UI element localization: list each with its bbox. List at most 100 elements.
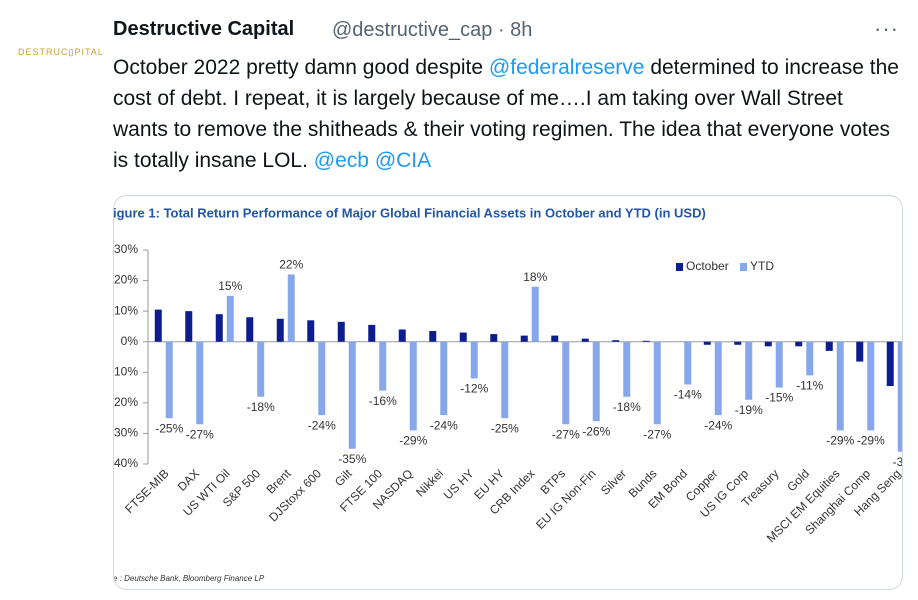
bar — [276, 318, 284, 342]
bar — [337, 321, 345, 342]
bar — [836, 341, 844, 431]
bar — [581, 338, 589, 342]
bar — [856, 341, 864, 362]
bar — [806, 341, 814, 376]
bar — [703, 341, 711, 345]
bar — [562, 341, 570, 425]
y-tick-label: 0% — [121, 334, 139, 348]
bar — [775, 341, 783, 388]
bar — [501, 341, 509, 419]
bar — [490, 334, 498, 342]
value-label: -11% — [796, 379, 823, 393]
value-label: -29% — [857, 434, 885, 448]
bar — [520, 335, 528, 342]
bar — [215, 314, 223, 342]
legend-label: October — [686, 259, 729, 273]
bar — [429, 331, 437, 342]
value-label: 15% — [218, 279, 242, 293]
bar — [368, 324, 376, 342]
bar — [459, 332, 467, 342]
value-label: -24% — [704, 418, 732, 432]
value-label: -25% — [491, 421, 519, 435]
x-tick-label: US HY — [441, 466, 477, 502]
bar — [612, 340, 620, 342]
tweet-text: October 2022 pretty damn good despite @f… — [113, 52, 903, 176]
x-tick-label: DAX — [175, 466, 202, 493]
value-label: 18% — [523, 270, 547, 284]
bar — [226, 295, 234, 342]
bar — [440, 341, 448, 416]
bar — [348, 341, 356, 449]
chart-source: e : Deutsche Bank, Bloomberg Finance LP — [114, 574, 265, 583]
bar — [642, 340, 650, 342]
bar — [867, 341, 875, 431]
y-tick-label: 20% — [114, 273, 138, 287]
y-tick-label: 40% — [114, 456, 138, 470]
value-label: -29% — [399, 434, 427, 448]
x-tick-label: Nikkei — [413, 466, 446, 499]
value-label: -15% — [765, 391, 793, 405]
value-label: -26% — [582, 424, 610, 438]
bar — [795, 341, 803, 347]
bar — [825, 341, 833, 351]
text: determined to increase the cost of debt.… — [113, 56, 899, 172]
bar — [398, 329, 406, 342]
chart-title: igure 1: Total Return Performance of Maj… — [114, 205, 706, 220]
bar — [531, 286, 539, 342]
value-label: -27% — [643, 427, 671, 441]
bar — [886, 341, 894, 387]
value-label: -35% — [338, 452, 366, 466]
value-label: -27% — [186, 427, 214, 441]
time[interactable]: 8h — [510, 19, 533, 41]
bar — [257, 341, 265, 397]
x-tick-label: FTSE-MIB — [122, 466, 171, 515]
author-meta: @destructive_cap · 8h — [332, 19, 533, 41]
bar — [684, 341, 692, 385]
bar — [318, 341, 326, 416]
chart: igure 1: Total Return Performance of Maj… — [114, 205, 902, 583]
value-label: -24% — [308, 418, 336, 432]
mention[interactable]: @federalreserve — [488, 56, 645, 79]
handle[interactable]: @destructive_cap — [332, 19, 493, 41]
bar — [592, 341, 600, 422]
bar — [764, 341, 772, 347]
legend-swatch — [676, 263, 683, 271]
value-label: -12% — [460, 382, 488, 396]
value-label: -16% — [369, 394, 397, 408]
value-label: -18% — [247, 400, 275, 414]
value-label: -25% — [155, 421, 183, 435]
value-label: -27% — [552, 427, 580, 441]
y-tick-label: 20% — [114, 395, 138, 409]
value-label: -24% — [430, 418, 458, 432]
value-label: -36 — [893, 455, 902, 469]
bar — [551, 335, 559, 342]
y-tick-label: 10% — [114, 364, 138, 378]
bar — [714, 341, 722, 416]
value-label: -18% — [613, 400, 641, 414]
media-card[interactable]: igure 1: Total Return Performance of Maj… — [113, 195, 903, 590]
mention[interactable]: @CIA — [374, 149, 432, 172]
text: October 2022 pretty damn good despite — [113, 56, 484, 79]
bar — [653, 341, 661, 425]
x-tick-label: Silver — [598, 466, 629, 497]
bar — [165, 341, 173, 419]
avatar[interactable]: DESTRUC▯PITAL — [18, 47, 104, 57]
more-button[interactable]: ··· — [874, 16, 899, 41]
author-name[interactable]: Destructive Capital — [113, 18, 295, 40]
legend-swatch — [740, 263, 747, 271]
bar — [623, 341, 631, 397]
bar — [196, 341, 204, 425]
y-tick-label: 30% — [114, 426, 138, 440]
bar — [745, 341, 753, 400]
bar — [287, 274, 295, 342]
y-tick-label: 10% — [114, 303, 138, 317]
legend-label: YTD — [750, 259, 774, 273]
bar — [470, 341, 478, 379]
mention[interactable]: @ecb — [313, 149, 369, 172]
bar — [154, 309, 162, 342]
x-tick-label: Gilt — [332, 466, 355, 489]
value-label: 22% — [279, 258, 303, 272]
value-label: -19% — [735, 403, 763, 417]
bar — [409, 341, 417, 431]
